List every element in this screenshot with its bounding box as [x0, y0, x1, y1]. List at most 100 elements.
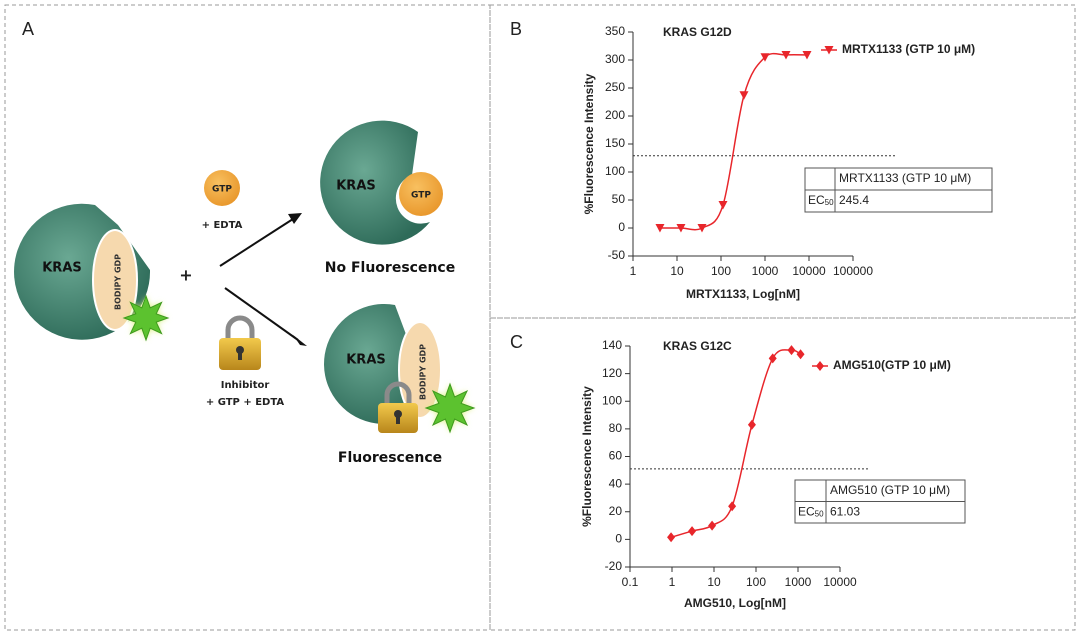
- panel-borders: [4, 4, 1076, 631]
- y-tick-label: 350: [605, 24, 625, 38]
- marker: [655, 224, 665, 233]
- y-tick-label: 0: [618, 220, 625, 234]
- x-tick-label: 1: [630, 264, 637, 278]
- x-tick-label: 1: [669, 575, 676, 589]
- y-tick-label: 50: [612, 192, 626, 206]
- chart-title: KRAS G12C: [663, 339, 732, 353]
- star: [122, 294, 170, 342]
- y-tick-label: 140: [602, 338, 622, 352]
- arrows: [219, 218, 299, 341]
- table-value: 245.4: [839, 193, 869, 207]
- table-value: 61.03: [830, 504, 860, 518]
- arrow-head: [288, 213, 302, 224]
- edta-label: + EDTA: [202, 220, 243, 231]
- y-tick-label: -50: [608, 248, 626, 262]
- legend-marker: [816, 361, 824, 371]
- marker: [676, 224, 686, 233]
- x-axis-label: AMG510, Log[nM]: [684, 596, 786, 610]
- y-tick-label: 100: [605, 164, 625, 178]
- inhibitor-mix-label: + GTP + EDTA: [206, 397, 285, 408]
- y-axis-label: %Fluorescence Intensity: [582, 73, 596, 214]
- y-tick-label: 0: [615, 532, 622, 546]
- marker: [708, 520, 717, 531]
- x-tick-label: 0.1: [622, 575, 639, 589]
- marker: [802, 50, 812, 60]
- y-tick-label: 120: [602, 366, 622, 380]
- arrow: [219, 218, 294, 267]
- fluorescence-label: Fluorescence: [338, 450, 442, 466]
- kras-label: KRAS: [336, 179, 376, 194]
- panel-label: A: [22, 19, 34, 39]
- bodipy-label: BODIPY GDP: [114, 254, 123, 310]
- marker: [796, 349, 805, 360]
- kras-label: KRAS: [42, 261, 82, 276]
- gtp-label: GTP: [212, 185, 232, 195]
- panel-c-border: [489, 317, 1076, 631]
- y-tick-label: 100: [602, 393, 622, 407]
- kras-label: KRAS: [346, 353, 386, 368]
- legend-marker: [824, 46, 834, 55]
- x-tick-label: 1000: [785, 575, 812, 589]
- marker: [747, 419, 756, 430]
- y-tick-label: 60: [609, 449, 623, 463]
- marker: [688, 526, 697, 537]
- marker: [787, 345, 796, 356]
- ec-subscript: 50: [815, 509, 824, 518]
- marker: [739, 91, 749, 100]
- lock: [219, 315, 261, 370]
- x-tick-label: 100: [746, 575, 766, 589]
- kras-protein: [320, 120, 430, 245]
- panel-b-border: [489, 4, 1076, 319]
- marker: [728, 501, 737, 512]
- marker: [781, 50, 791, 60]
- fit-curve: [670, 349, 801, 539]
- x-tick-label: 100: [711, 264, 731, 278]
- x-tick-label: 10000: [792, 264, 826, 278]
- table-header: MRTX1133 (GTP 10 μM): [839, 171, 971, 185]
- bodipy-gdp: [92, 229, 138, 331]
- table-header: AMG510 (GTP 10 μM): [830, 483, 950, 497]
- x-axis-label: MRTX1133, Log[nM]: [686, 287, 800, 301]
- x-tick-label: 10: [670, 264, 684, 278]
- table-row-label: EC50: [798, 504, 824, 518]
- inhibitor-label: Inhibitor: [221, 380, 270, 391]
- chart-title: KRAS G12D: [663, 25, 732, 39]
- ec-label: EC: [808, 193, 825, 207]
- marker: [667, 532, 676, 543]
- gtp: [204, 170, 240, 206]
- y-tick-label: 200: [605, 108, 625, 122]
- marker: [718, 201, 728, 210]
- diagram: A KRAS BODIPY GDP + GTP + EDTA Inhibitor…: [14, 19, 455, 466]
- table-row-label: EC50: [808, 193, 834, 207]
- panel-a-border: [4, 4, 491, 631]
- x-tick-label: 100000: [833, 264, 873, 278]
- y-tick-label: 80: [609, 421, 623, 435]
- panel-label: B: [510, 19, 522, 39]
- arrow: [224, 287, 299, 341]
- no-fluorescence-label: No Fluorescence: [325, 260, 455, 276]
- gtp-label: GTP: [411, 191, 431, 201]
- ec-label: EC: [798, 504, 815, 518]
- y-axis-label: %Fluorescence Intensity: [580, 386, 594, 527]
- y-tick-label: 250: [605, 80, 625, 94]
- y-tick-label: 150: [605, 136, 625, 150]
- y-tick-label: 300: [605, 52, 625, 66]
- star: [424, 382, 476, 434]
- bodipy-label: BODIPY GDP: [419, 344, 428, 400]
- marker: [697, 224, 707, 233]
- ec-subscript: 50: [825, 198, 834, 207]
- y-tick-label: 40: [609, 476, 623, 490]
- legend-label: MRTX1133 (GTP 10 μM): [842, 42, 975, 56]
- x-tick-label: 10: [707, 575, 721, 589]
- fit-curve: [659, 52, 807, 231]
- x-tick-label: 10000: [823, 575, 857, 589]
- plus: +: [179, 266, 192, 285]
- y-tick-label: -20: [605, 559, 623, 573]
- legend-label: AMG510(GTP 10 μM): [833, 358, 951, 372]
- x-tick-label: 1000: [752, 264, 779, 278]
- marker: [768, 353, 777, 364]
- marker: [760, 53, 770, 62]
- panel-label: C: [510, 332, 523, 352]
- y-tick-label: 20: [609, 504, 623, 518]
